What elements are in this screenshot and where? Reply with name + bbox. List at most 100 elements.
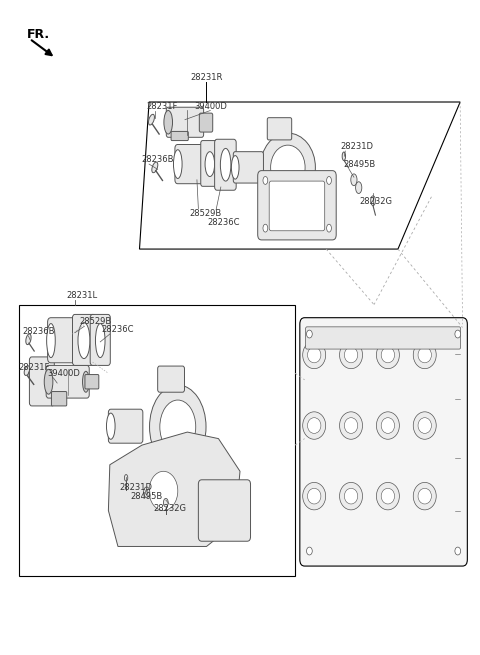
Ellipse shape xyxy=(173,150,182,178)
Ellipse shape xyxy=(260,133,315,202)
FancyBboxPatch shape xyxy=(85,375,99,389)
Text: 28232G: 28232G xyxy=(360,197,393,206)
Ellipse shape xyxy=(308,488,321,504)
FancyBboxPatch shape xyxy=(269,181,324,231)
Ellipse shape xyxy=(413,341,436,369)
Ellipse shape xyxy=(351,174,357,185)
Text: 28231D: 28231D xyxy=(120,483,152,492)
FancyBboxPatch shape xyxy=(306,327,461,349)
Ellipse shape xyxy=(124,475,128,481)
Ellipse shape xyxy=(308,418,321,434)
Ellipse shape xyxy=(107,413,115,440)
Text: 28231D: 28231D xyxy=(340,142,373,151)
Ellipse shape xyxy=(413,482,436,510)
Ellipse shape xyxy=(24,366,30,375)
Ellipse shape xyxy=(164,111,172,134)
Ellipse shape xyxy=(326,176,331,184)
Ellipse shape xyxy=(160,400,196,454)
Ellipse shape xyxy=(344,347,358,363)
Text: 28231R: 28231R xyxy=(190,73,223,83)
Ellipse shape xyxy=(455,547,461,555)
Text: 28236B: 28236B xyxy=(142,155,174,164)
FancyBboxPatch shape xyxy=(166,107,204,138)
Ellipse shape xyxy=(78,323,90,358)
Text: 39400D: 39400D xyxy=(48,369,81,378)
Text: 28529B: 28529B xyxy=(80,317,112,326)
Ellipse shape xyxy=(418,418,432,434)
Ellipse shape xyxy=(83,371,89,392)
Text: 28236B: 28236B xyxy=(22,327,55,336)
Ellipse shape xyxy=(44,369,53,394)
Text: 28231F: 28231F xyxy=(19,363,50,372)
Ellipse shape xyxy=(307,547,312,555)
Ellipse shape xyxy=(307,330,312,338)
Text: 28495B: 28495B xyxy=(131,492,163,501)
Ellipse shape xyxy=(303,341,325,369)
Ellipse shape xyxy=(220,149,231,181)
FancyBboxPatch shape xyxy=(201,141,219,186)
Ellipse shape xyxy=(303,482,325,510)
Ellipse shape xyxy=(342,152,346,160)
Text: 28529B: 28529B xyxy=(190,208,222,217)
Polygon shape xyxy=(108,432,240,546)
Ellipse shape xyxy=(205,152,215,176)
Ellipse shape xyxy=(96,324,105,358)
Text: 28495B: 28495B xyxy=(343,160,375,170)
Ellipse shape xyxy=(303,412,325,440)
Ellipse shape xyxy=(148,115,155,125)
Ellipse shape xyxy=(371,196,375,206)
Text: 28236C: 28236C xyxy=(207,217,240,227)
FancyBboxPatch shape xyxy=(108,409,143,443)
Ellipse shape xyxy=(163,498,168,507)
Ellipse shape xyxy=(26,334,31,345)
FancyBboxPatch shape xyxy=(233,152,264,183)
Ellipse shape xyxy=(356,181,362,193)
Ellipse shape xyxy=(376,482,399,510)
Text: 28231F: 28231F xyxy=(147,102,178,111)
FancyBboxPatch shape xyxy=(199,113,213,132)
Text: 28232G: 28232G xyxy=(153,504,186,513)
Text: 28236C: 28236C xyxy=(101,325,134,334)
Ellipse shape xyxy=(344,488,358,504)
FancyBboxPatch shape xyxy=(198,480,251,541)
FancyBboxPatch shape xyxy=(215,140,236,190)
FancyBboxPatch shape xyxy=(72,314,96,365)
Text: FR.: FR. xyxy=(27,28,50,41)
Ellipse shape xyxy=(152,162,158,173)
Ellipse shape xyxy=(149,472,178,510)
FancyBboxPatch shape xyxy=(157,366,184,392)
FancyBboxPatch shape xyxy=(300,318,468,566)
FancyBboxPatch shape xyxy=(258,171,336,240)
Ellipse shape xyxy=(145,490,148,495)
Text: 28231L: 28231L xyxy=(67,291,98,300)
Ellipse shape xyxy=(47,324,55,358)
FancyBboxPatch shape xyxy=(29,357,54,406)
Ellipse shape xyxy=(344,418,358,434)
Ellipse shape xyxy=(413,412,436,440)
Ellipse shape xyxy=(381,488,395,504)
Ellipse shape xyxy=(376,412,399,440)
FancyBboxPatch shape xyxy=(51,392,67,406)
Ellipse shape xyxy=(271,145,305,189)
Ellipse shape xyxy=(376,341,399,369)
FancyBboxPatch shape xyxy=(90,314,110,365)
Ellipse shape xyxy=(263,176,268,184)
Text: 39400D: 39400D xyxy=(194,102,228,111)
Ellipse shape xyxy=(339,482,362,510)
Ellipse shape xyxy=(150,385,206,469)
FancyBboxPatch shape xyxy=(46,365,89,398)
FancyBboxPatch shape xyxy=(267,118,292,140)
Ellipse shape xyxy=(418,347,432,363)
FancyBboxPatch shape xyxy=(48,318,81,363)
FancyBboxPatch shape xyxy=(175,145,208,183)
Ellipse shape xyxy=(381,347,395,363)
Ellipse shape xyxy=(418,488,432,504)
Ellipse shape xyxy=(339,412,362,440)
Ellipse shape xyxy=(263,224,268,232)
Ellipse shape xyxy=(381,418,395,434)
FancyBboxPatch shape xyxy=(171,132,188,141)
Ellipse shape xyxy=(231,156,239,179)
Ellipse shape xyxy=(455,330,461,338)
Ellipse shape xyxy=(144,487,150,497)
Ellipse shape xyxy=(308,347,321,363)
